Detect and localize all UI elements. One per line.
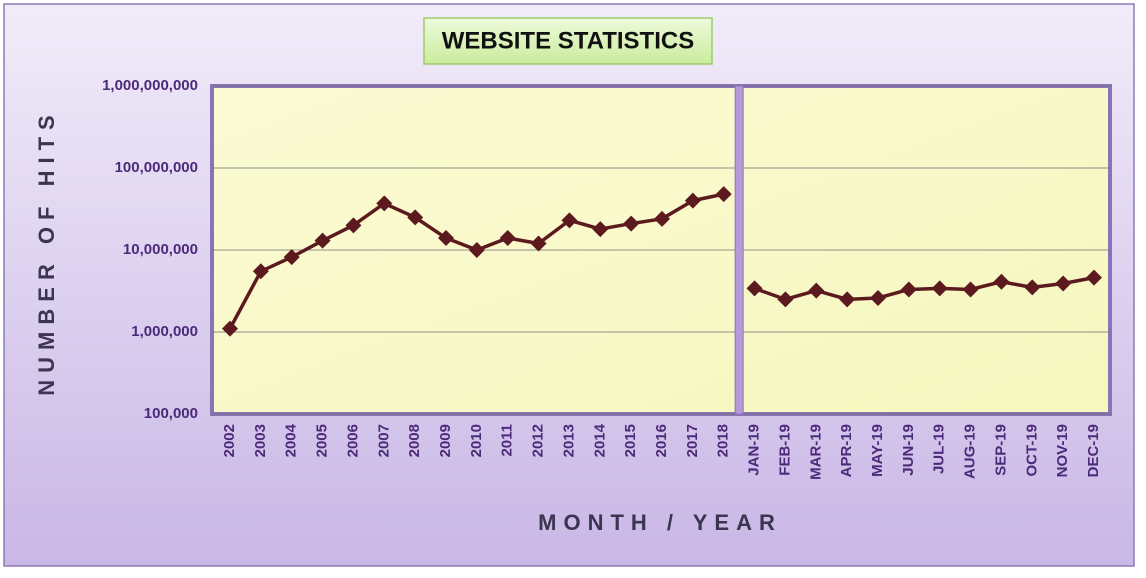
chart-title: WEBSITE STATISTICS <box>442 27 694 54</box>
x-tick-label: 2009 <box>437 424 454 457</box>
x-tick-label: 2013 <box>560 424 577 457</box>
x-tick-label: JUL-19 <box>931 424 948 474</box>
x-tick-label: 2005 <box>314 424 331 457</box>
y-tick-label: 100,000,000 <box>115 159 198 176</box>
data-point <box>407 209 424 226</box>
x-tick-label: 2012 <box>530 424 547 457</box>
y-tick-label: 1,000,000,000 <box>102 77 198 94</box>
x-tick-label: 2003 <box>252 424 269 457</box>
x-tick-label: 2004 <box>283 423 300 457</box>
data-point <box>468 242 485 258</box>
data-point <box>376 195 393 212</box>
x-tick-label: OCT-19 <box>1023 424 1040 477</box>
data-point <box>561 212 578 229</box>
data-point <box>654 210 670 227</box>
data-point <box>870 289 886 306</box>
x-tick-label: 2008 <box>406 424 423 457</box>
x-tick-label: 2007 <box>375 424 392 457</box>
data-point <box>900 281 917 298</box>
data-point <box>252 263 269 280</box>
y-axis-title: NUMBER OF HITS <box>34 108 59 395</box>
x-tick-label: SEP-19 <box>992 424 1009 476</box>
data-point <box>931 280 948 297</box>
data-point <box>314 232 331 249</box>
x-tick-label: JUN-19 <box>900 424 917 476</box>
x-tick-label: NOV-19 <box>1054 424 1071 477</box>
data-point <box>1055 275 1072 292</box>
x-tick-label: 2010 <box>468 424 485 457</box>
x-tick-label: 2011 <box>499 424 516 457</box>
x-tick-label: 2002 <box>221 424 238 457</box>
x-tick-label: JAN-19 <box>746 424 763 476</box>
data-point <box>993 273 1010 290</box>
data-point <box>222 320 238 337</box>
x-tick-label: MAR-19 <box>807 424 824 480</box>
x-tick-label: 2018 <box>715 424 732 457</box>
data-point <box>715 186 732 203</box>
y-tick-label: 100,000 <box>144 405 198 422</box>
x-axis-title: MONTH / YEAR <box>538 510 782 535</box>
x-tick-label: DEC-19 <box>1085 424 1102 477</box>
x-tick-label: AUG-19 <box>962 424 979 479</box>
data-point <box>839 291 856 308</box>
data-point <box>623 215 640 232</box>
data-point <box>438 230 454 247</box>
data-point <box>808 282 825 299</box>
x-tick-label: 2017 <box>684 424 701 457</box>
y-tick-label: 10,000,000 <box>123 241 198 258</box>
title-box <box>423 17 713 65</box>
data-point <box>499 230 516 247</box>
data-point <box>684 192 701 209</box>
data-point <box>283 249 300 266</box>
x-tick-label: APR-19 <box>838 424 855 477</box>
x-tick-label: 2014 <box>591 423 608 457</box>
data-point <box>962 281 979 298</box>
data-point <box>345 217 362 234</box>
x-tick-label: MAY-19 <box>869 424 886 477</box>
data-point <box>592 221 609 238</box>
section-separator <box>734 85 744 415</box>
data-point <box>777 291 794 308</box>
x-tick-label: 2006 <box>344 424 361 457</box>
data-point <box>1086 269 1102 286</box>
x-tick-label: 2016 <box>653 424 670 457</box>
data-point <box>746 280 763 297</box>
x-tick-label: 2015 <box>622 424 639 457</box>
y-tick-label: 1,000,000 <box>131 323 198 340</box>
data-point <box>530 235 547 252</box>
x-tick-label: FEB-19 <box>776 424 793 476</box>
data-point <box>1024 279 1041 296</box>
